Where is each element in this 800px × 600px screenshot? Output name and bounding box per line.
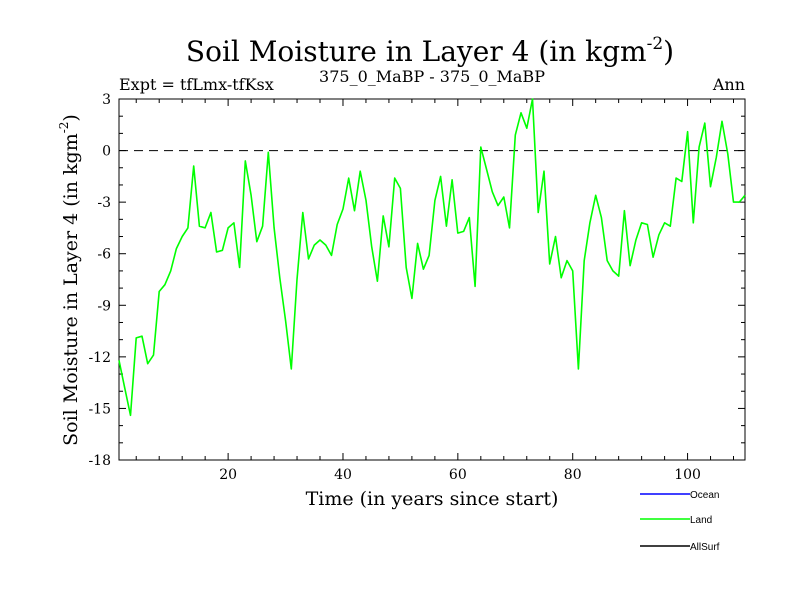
period-label: 375_0_MaBP - 375_0_MaBP [319,67,545,86]
y-axis-label-text: Soil Moisture in Layer 4 (in kgm [60,133,82,446]
chart-title-close: ) [663,35,674,68]
y-tick-label: -12 [88,350,111,366]
chart-title-exponent: -2 [647,34,664,54]
x-tick-label: 20 [219,467,237,483]
y-tick-label: -6 [97,247,111,263]
y-axis-ticks: 3 0 -3 -6 -9 -12 -15 -18 [88,92,745,469]
plot-frame [118,98,746,461]
y-axis-label-close: ) [60,114,82,121]
legend: Ocean Land AllSurf [640,490,720,553]
x-axis-ticks: 20 40 60 80 100 [135,99,735,483]
x-axis-label: Time (in years since start) [306,488,559,510]
legend-label-land: Land [690,515,712,526]
y-axis-label-exponent: -2 [57,122,71,134]
y-tick-label: -15 [88,401,111,417]
x-tick-label: 80 [564,467,582,483]
legend-label-allsurf: AllSurf [690,542,720,553]
y-tick-label: -3 [97,195,111,211]
x-tick-label: 40 [334,467,352,483]
y-tick-label: -18 [88,453,111,469]
x-tick-label: 60 [449,467,467,483]
x-tick-label: 100 [674,467,701,483]
season-label: Ann [712,75,745,94]
y-axis-label: Soil Moisture in Layer 4 (in kgm-2) [57,114,82,446]
experiment-label: Expt = tfLmx-tfKsx [119,75,274,94]
chart-title-text: Soil Moisture in Layer 4 (in kgm [186,35,647,68]
y-tick-label: 3 [102,92,111,108]
y-tick-label: -9 [97,298,111,314]
legend-label-ocean: Ocean [690,490,719,501]
land-series-line [118,98,746,417]
y-tick-label: 0 [102,144,111,160]
chart-title: Soil Moisture in Layer 4 (in kgm-2) [186,34,674,68]
